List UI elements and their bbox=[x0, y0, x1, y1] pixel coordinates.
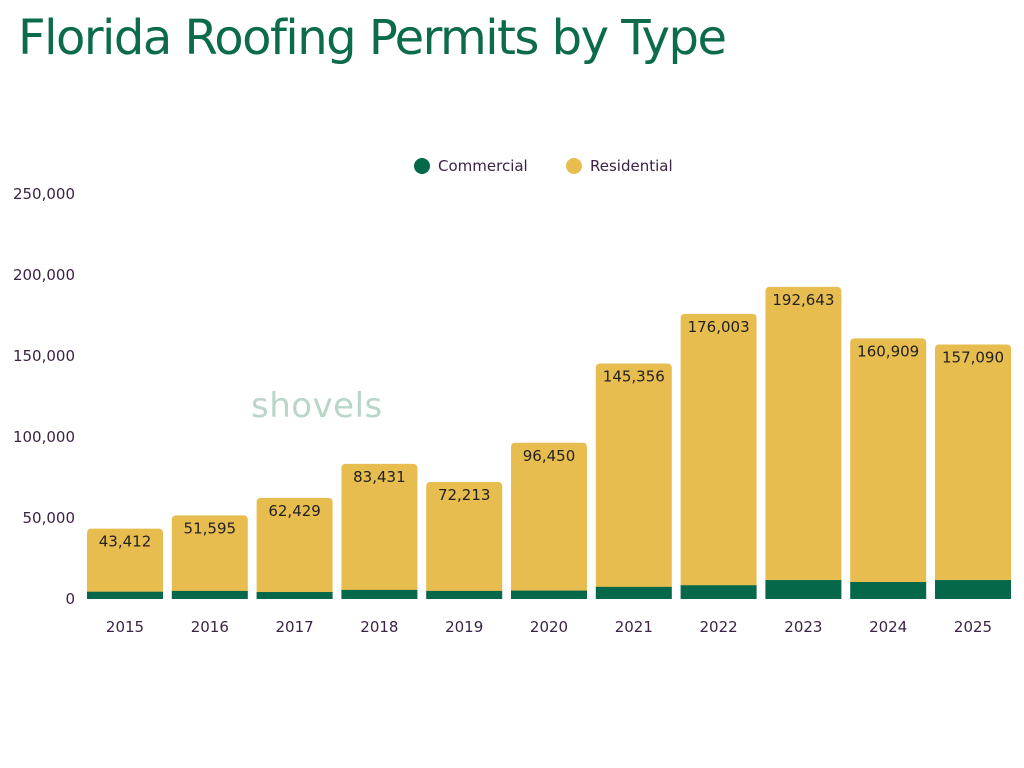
bar-commercial-2018 bbox=[341, 589, 418, 599]
bar-commercial-2024 bbox=[850, 581, 927, 599]
y-tick-label: 250,000 bbox=[13, 185, 75, 203]
x-tick-label-2015: 2015 bbox=[106, 618, 144, 636]
x-tick-label-2016: 2016 bbox=[191, 618, 229, 636]
chart-title: Florida Roofing Permits by Type bbox=[18, 10, 727, 66]
x-axis: 2015 2016 2017 2018 2019 2020 2021 2022 2023 2024… bbox=[106, 618, 992, 636]
x-tick-label-2018: 2018 bbox=[360, 618, 398, 636]
bars: 43,412 51,595 62,429 83,431 72,213 96,450 145,… bbox=[87, 286, 1011, 599]
bar-total-label-2018: 83,431 bbox=[353, 468, 406, 486]
shovels-watermark-logo: shovels bbox=[251, 386, 383, 426]
x-tick-label-2022: 2022 bbox=[700, 618, 738, 636]
bar-residential-2016 bbox=[171, 515, 248, 595]
legend-label-commercial: Commercial bbox=[438, 157, 528, 175]
bar-residential-2017 bbox=[256, 497, 333, 597]
bar-residential-2015 bbox=[87, 528, 163, 596]
y-tick-label: 150,000 bbox=[13, 347, 75, 365]
bar-commercial-2017 bbox=[256, 592, 333, 599]
bar-residential-2024 bbox=[850, 338, 927, 586]
bar-residential-2022 bbox=[680, 313, 757, 590]
y-tick-label: 50,000 bbox=[23, 509, 76, 527]
y-axis: 0 50,000 100,000 150,000 200,000 250,000 bbox=[13, 185, 75, 608]
x-tick-label-2020: 2020 bbox=[530, 618, 568, 636]
bar-commercial-2020 bbox=[511, 590, 587, 599]
legend: Commercial Residential bbox=[414, 157, 673, 175]
bar-residential-2019 bbox=[426, 482, 503, 595]
bar-commercial-2016 bbox=[171, 590, 248, 599]
bar-total-label-2024: 160,909 bbox=[857, 342, 919, 360]
y-tick-label: 100,000 bbox=[13, 428, 75, 446]
x-tick-label-2025: 2025 bbox=[954, 618, 992, 636]
legend-label-residential: Residential bbox=[590, 157, 673, 175]
bar-total-label-2025: 157,090 bbox=[942, 349, 1004, 367]
bar-total-label-2016: 51,595 bbox=[184, 519, 237, 537]
bar-residential-2020 bbox=[511, 442, 587, 595]
bar-commercial-2019 bbox=[426, 590, 503, 599]
x-tick-label-2024: 2024 bbox=[869, 618, 907, 636]
x-tick-label-2021: 2021 bbox=[615, 618, 653, 636]
bar-residential-2023 bbox=[765, 286, 842, 585]
bar-commercial-2022 bbox=[680, 585, 757, 599]
x-tick-label-2023: 2023 bbox=[784, 618, 822, 636]
bar-commercial-2023 bbox=[765, 580, 842, 599]
bar-residential-2021 bbox=[595, 363, 672, 591]
bar-residential-2018 bbox=[341, 463, 418, 594]
bar-commercial-2025 bbox=[935, 580, 1011, 599]
bar-total-label-2015: 43,412 bbox=[99, 533, 152, 551]
x-tick-label-2017: 2017 bbox=[276, 618, 314, 636]
legend-marker-commercial bbox=[414, 158, 430, 174]
bar-total-label-2020: 96,450 bbox=[523, 447, 576, 465]
bar-residential-2025 bbox=[935, 344, 1011, 585]
bar-total-label-2022: 176,003 bbox=[688, 318, 750, 336]
bar-total-label-2019: 72,213 bbox=[438, 486, 491, 504]
x-tick-label-2019: 2019 bbox=[445, 618, 483, 636]
bar-total-label-2021: 145,356 bbox=[603, 368, 665, 386]
bar-commercial-2021 bbox=[595, 586, 672, 599]
bar-total-label-2017: 62,429 bbox=[268, 502, 321, 520]
y-tick-label: 200,000 bbox=[13, 266, 75, 284]
legend-marker-residential bbox=[566, 158, 582, 174]
bar-total-label-2023: 192,643 bbox=[772, 291, 834, 309]
y-tick-label: 0 bbox=[65, 590, 75, 608]
bar-commercial-2015 bbox=[87, 591, 163, 599]
